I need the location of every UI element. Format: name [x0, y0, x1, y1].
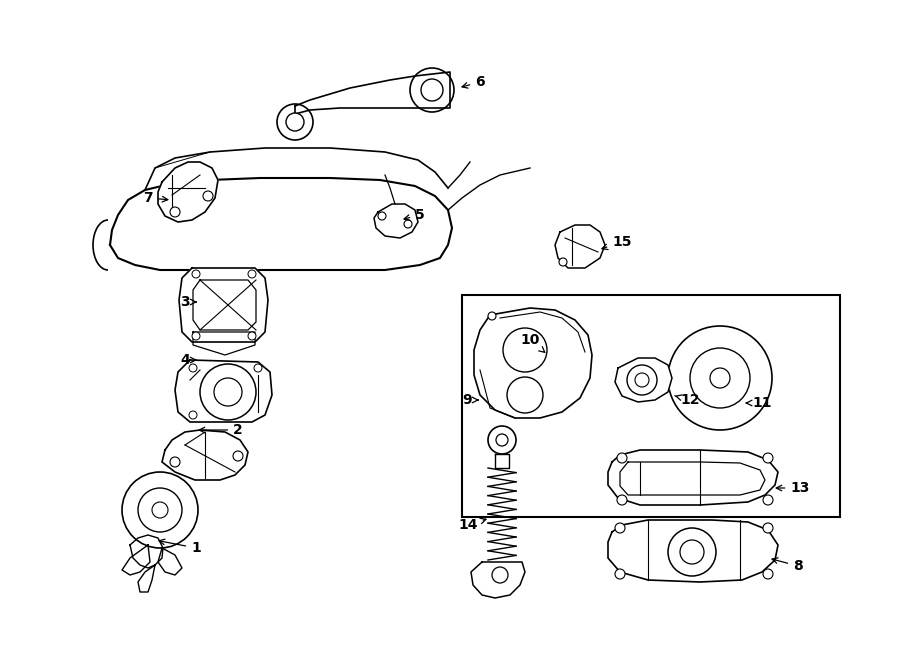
Polygon shape [374, 204, 418, 238]
Circle shape [189, 411, 197, 419]
Circle shape [615, 523, 625, 533]
Circle shape [189, 364, 197, 372]
Polygon shape [179, 268, 268, 342]
Circle shape [421, 79, 443, 101]
Text: 14: 14 [458, 518, 486, 532]
FancyBboxPatch shape [462, 295, 840, 517]
Circle shape [192, 332, 200, 340]
Circle shape [170, 207, 180, 217]
Text: 3: 3 [180, 295, 196, 309]
Polygon shape [138, 565, 155, 592]
Circle shape [378, 212, 386, 220]
Polygon shape [122, 545, 150, 575]
Circle shape [496, 434, 508, 446]
Circle shape [617, 495, 627, 505]
Circle shape [254, 364, 262, 372]
Polygon shape [555, 225, 605, 268]
Circle shape [138, 488, 182, 532]
Circle shape [680, 540, 704, 564]
Circle shape [668, 326, 772, 430]
Text: 10: 10 [520, 333, 544, 352]
Circle shape [668, 528, 716, 576]
Polygon shape [295, 72, 450, 114]
Polygon shape [495, 454, 509, 468]
Text: 8: 8 [772, 558, 803, 573]
Circle shape [763, 495, 773, 505]
Circle shape [710, 368, 730, 388]
Circle shape [690, 348, 750, 408]
Circle shape [170, 457, 180, 467]
Circle shape [763, 569, 773, 579]
Circle shape [214, 378, 242, 406]
Polygon shape [620, 462, 765, 495]
Polygon shape [615, 358, 672, 402]
Circle shape [248, 332, 256, 340]
Circle shape [627, 365, 657, 395]
Text: 4: 4 [180, 353, 196, 367]
Circle shape [635, 373, 649, 387]
Text: 11: 11 [746, 396, 772, 410]
Circle shape [277, 104, 313, 140]
Polygon shape [158, 162, 218, 222]
Text: 5: 5 [404, 208, 425, 222]
Circle shape [233, 451, 243, 461]
Circle shape [763, 523, 773, 533]
Circle shape [248, 270, 256, 278]
Polygon shape [175, 360, 272, 422]
Text: 7: 7 [143, 191, 167, 205]
Circle shape [492, 567, 508, 583]
Text: 6: 6 [462, 75, 485, 89]
Circle shape [152, 502, 168, 518]
Polygon shape [162, 430, 248, 480]
Circle shape [122, 472, 198, 548]
Text: 9: 9 [463, 393, 478, 407]
Polygon shape [608, 520, 778, 582]
Polygon shape [130, 535, 163, 568]
Circle shape [404, 220, 412, 228]
Circle shape [615, 569, 625, 579]
Circle shape [503, 328, 547, 372]
Circle shape [507, 377, 543, 413]
Polygon shape [158, 548, 182, 575]
Polygon shape [608, 450, 778, 505]
Circle shape [192, 270, 200, 278]
Circle shape [617, 453, 627, 463]
Circle shape [488, 312, 496, 320]
Text: 13: 13 [776, 481, 810, 495]
Circle shape [488, 426, 516, 454]
Circle shape [559, 258, 567, 266]
Polygon shape [193, 332, 255, 355]
Polygon shape [471, 562, 525, 598]
Circle shape [203, 191, 213, 201]
Circle shape [410, 68, 454, 112]
Text: 15: 15 [602, 235, 632, 250]
Text: 2: 2 [199, 423, 243, 437]
Polygon shape [193, 280, 256, 330]
Polygon shape [474, 308, 592, 418]
Circle shape [200, 364, 256, 420]
Text: 12: 12 [675, 393, 700, 407]
Polygon shape [110, 178, 452, 270]
Circle shape [763, 453, 773, 463]
Text: 1: 1 [159, 539, 201, 555]
Circle shape [286, 113, 304, 131]
